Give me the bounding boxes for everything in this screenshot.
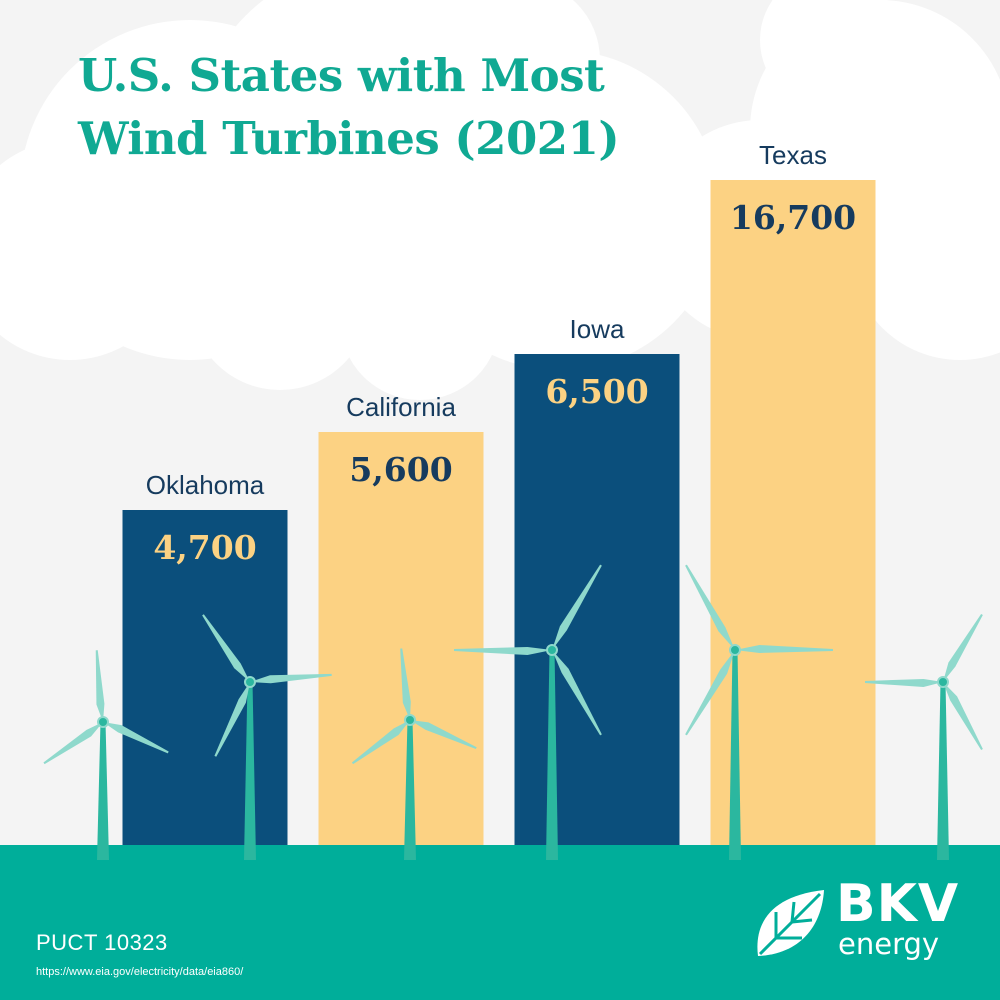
turbine [351, 648, 477, 860]
turbine [685, 564, 833, 860]
turbine-blade [865, 679, 943, 687]
turbine-blade [685, 564, 735, 650]
category-label: Texas [759, 140, 827, 170]
turbine-hub [729, 644, 741, 656]
turbine-blade [552, 564, 602, 650]
turbine-blade [943, 613, 983, 682]
turbine-hub [244, 676, 256, 688]
source-link[interactable]: https://www.eia.gov/electricity/data/eia… [36, 966, 244, 978]
turbine-tower [97, 722, 109, 860]
turbine [865, 613, 983, 860]
turbine-blade [43, 722, 103, 765]
brand-name: BKV [836, 874, 960, 934]
turbine-blade [202, 614, 250, 682]
bar-iowa [514, 354, 680, 845]
reference-code: PUCT 10323 [36, 930, 168, 955]
turbine-hub [546, 644, 558, 656]
turbine [43, 650, 169, 860]
chart-title: U.S. States with Most Wind Turbines (202… [78, 49, 620, 165]
turbine-hub [97, 716, 109, 728]
category-label: California [346, 392, 456, 422]
turbine-blade [250, 673, 332, 684]
value-label: 16,700 [729, 198, 857, 237]
value-label: 4,700 [153, 528, 257, 567]
turbine-blade [103, 722, 169, 754]
turbine-blade [95, 650, 105, 722]
turbine-blade [685, 650, 735, 736]
turbine-blade [454, 647, 552, 655]
turbine-tower [244, 682, 256, 860]
turbine-blade [735, 645, 833, 653]
leaf-icon [757, 890, 824, 956]
brand-subtitle: energy [838, 927, 940, 961]
turbine-hub [404, 714, 416, 726]
turbine-blade [351, 720, 410, 765]
turbine-blade [552, 650, 602, 736]
bar-california [318, 432, 484, 845]
turbine-tower [404, 720, 416, 860]
turbine-blade [943, 682, 983, 751]
turbine [454, 564, 602, 860]
turbine-blade [214, 682, 250, 757]
turbine-tower [546, 650, 558, 860]
value-label: 5,600 [349, 450, 453, 489]
bar-oklahoma [122, 510, 288, 845]
turbine-tower [729, 650, 741, 860]
value-label: 6,500 [545, 372, 649, 411]
ground-band [0, 845, 1000, 1000]
turbine [202, 614, 332, 860]
turbine-blade [410, 720, 477, 750]
category-label: Oklahoma [145, 470, 265, 500]
turbine-hub [937, 676, 949, 688]
turbine-blade [400, 648, 411, 720]
category-label: Iowa [569, 314, 625, 344]
turbine-tower [937, 682, 949, 860]
